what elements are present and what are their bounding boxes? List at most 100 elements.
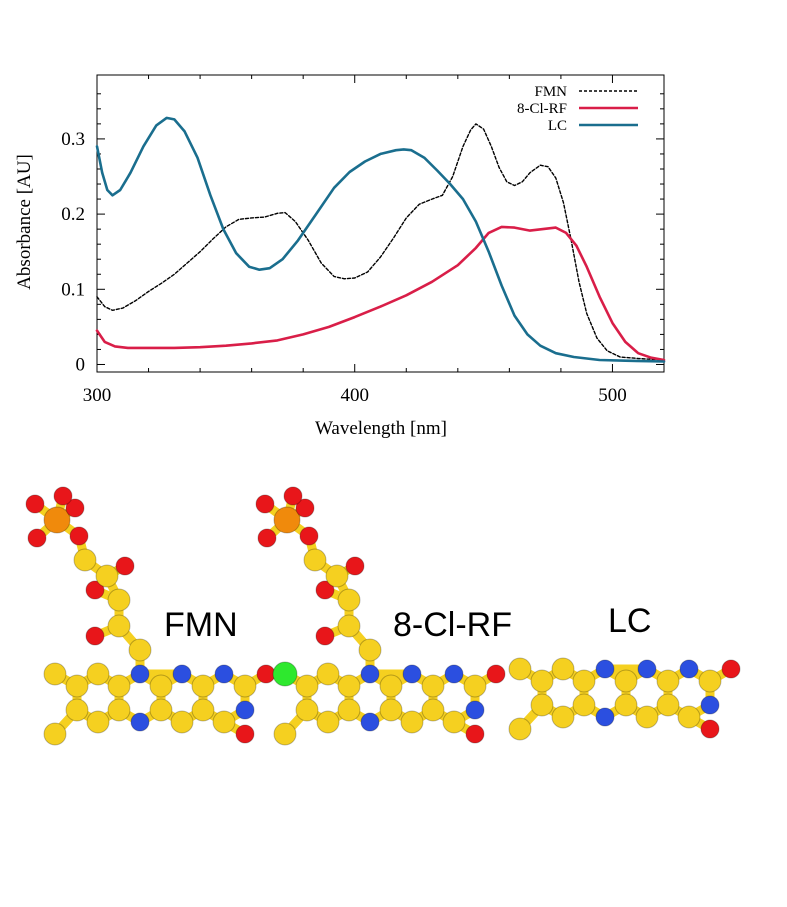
series-line-8-cl-rf [95, 225, 666, 362]
atom-c [635, 705, 659, 729]
atom-p [273, 506, 301, 534]
atom-c [358, 638, 382, 662]
atom-n [235, 700, 255, 720]
atom-o [255, 494, 275, 514]
atom-c [572, 669, 596, 693]
atom-n [130, 664, 150, 684]
atom-o [257, 528, 277, 548]
atom-o [465, 724, 485, 744]
y-tick-label: 0.2 [61, 204, 85, 225]
atom-c [677, 705, 701, 729]
atom-n [465, 700, 485, 720]
atom-c [508, 657, 532, 681]
atom-c [95, 564, 119, 588]
atom-o [69, 526, 89, 546]
molecule-structures: FMN 8-Cl-RF LC [0, 470, 787, 902]
atom-o [53, 486, 73, 506]
molecule-8-cl-rf [255, 486, 506, 746]
y-tick-label: 0 [76, 354, 86, 375]
y-tick-label: 0.1 [61, 279, 85, 300]
atom-n [637, 659, 657, 679]
atom-n [360, 664, 380, 684]
atom-o [315, 580, 335, 600]
atom-o [25, 494, 45, 514]
y-axis-label: Absorbance [AU] [14, 154, 35, 290]
atom-c [698, 669, 722, 693]
atom-o [256, 664, 276, 684]
legend-label: LC [548, 118, 567, 134]
atom-c [107, 698, 131, 722]
atom-c [43, 722, 67, 746]
atom-c [273, 722, 297, 746]
atom-c [400, 710, 424, 734]
atom-c [325, 564, 349, 588]
atom-o [85, 626, 105, 646]
atom-o [27, 528, 47, 548]
atom-c [614, 669, 638, 693]
atom-p [43, 506, 71, 534]
atom-c [337, 588, 361, 612]
atom-c [170, 710, 194, 734]
molecule-label-8-cl-rf: 8-Cl-RF [393, 606, 512, 644]
atom-c [656, 669, 680, 693]
atom-n [172, 664, 192, 684]
atom-c [508, 717, 532, 741]
atom-c [295, 674, 319, 698]
atom-c [107, 674, 131, 698]
atom-cl [272, 661, 298, 687]
atom-n [595, 707, 615, 727]
legend-label: FMN [534, 84, 567, 100]
atom-c [73, 548, 97, 572]
atom-c [379, 698, 403, 722]
atom-c [572, 693, 596, 717]
atom-c [86, 710, 110, 734]
series-line-fmn [96, 123, 665, 361]
atom-o [315, 626, 335, 646]
atom-c [212, 710, 236, 734]
atom-c [421, 698, 445, 722]
atom-o [700, 719, 720, 739]
atom-n [700, 695, 720, 715]
atom-o [721, 659, 741, 679]
atom-c [233, 674, 257, 698]
atom-c [303, 548, 327, 572]
atom-c [316, 710, 340, 734]
atom-c [442, 710, 466, 734]
atom-c [149, 698, 173, 722]
axis-ticks: 300 400 500 0 0.1 0.2 0.3 [61, 75, 664, 406]
atom-c [379, 674, 403, 698]
series-lines [95, 116, 666, 363]
atom-o [65, 498, 85, 518]
atom-c [551, 657, 575, 681]
atom-o [299, 526, 319, 546]
atom-o [115, 556, 135, 576]
atom-c [191, 674, 215, 698]
atom-c [337, 674, 361, 698]
plot-frame [96, 74, 665, 373]
atom-o [486, 664, 506, 684]
atom-c [295, 698, 319, 722]
atom-c [614, 693, 638, 717]
atom-c [421, 674, 445, 698]
atom-c [86, 662, 110, 686]
x-tick-label: 500 [598, 385, 627, 406]
atom-c [65, 674, 89, 698]
atom-c [337, 614, 361, 638]
atom-c [316, 662, 340, 686]
atom-n [679, 659, 699, 679]
x-axis-label: Wavelength [nm] [315, 418, 447, 439]
atom-c [107, 588, 131, 612]
atom-c [107, 614, 131, 638]
atom-n [214, 664, 234, 684]
atom-n [360, 712, 380, 732]
atom-c [463, 674, 487, 698]
x-tick-label: 300 [83, 385, 112, 406]
legend-label: 8-Cl-RF [517, 101, 567, 117]
atom-n [402, 664, 422, 684]
atom-c [65, 698, 89, 722]
atom-o [345, 556, 365, 576]
plot-border [96, 74, 665, 373]
atom-c [128, 638, 152, 662]
